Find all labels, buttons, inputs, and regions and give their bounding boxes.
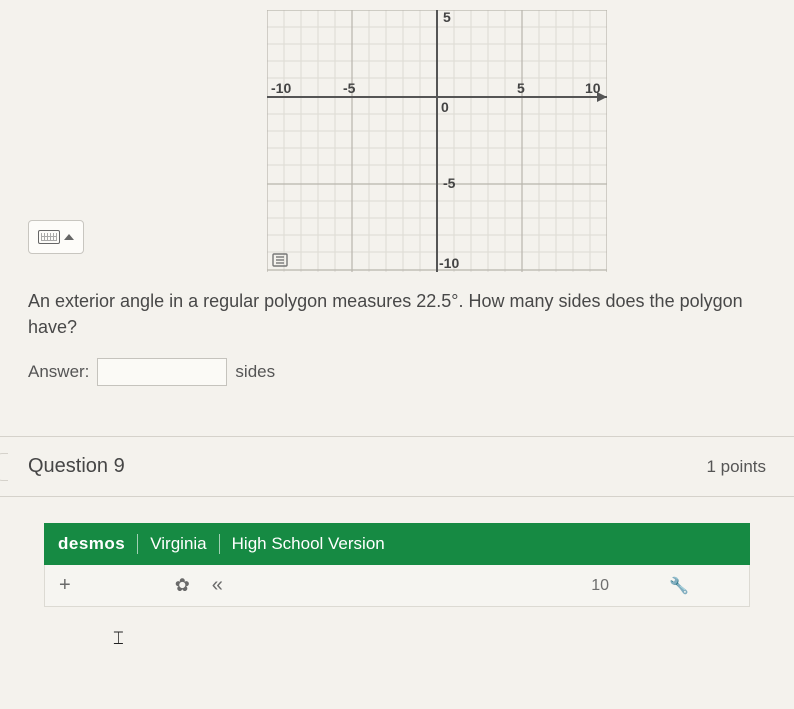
question-degree: 22.5°	[416, 291, 458, 311]
separator-icon	[219, 534, 220, 554]
keyboard-toggle-button[interactable]	[28, 220, 84, 254]
desmos-brand[interactable]: desmos	[58, 534, 125, 554]
separator-icon	[137, 534, 138, 554]
question-9-header[interactable]: Question 9 1 points	[0, 436, 794, 497]
y-tick-neg5: -5	[443, 175, 456, 191]
wrench-icon[interactable]: 🔧	[669, 576, 689, 596]
answer-label: Answer:	[28, 362, 89, 382]
coordinate-graph[interactable]: -10 -5 0 5 10 5 -5 -10	[267, 10, 607, 272]
x-tick-pos10: 10	[585, 80, 601, 96]
answer-input[interactable]	[97, 358, 227, 386]
keyboard-icon	[38, 230, 60, 244]
question-points: 1 points	[706, 457, 766, 477]
settings-gear-icon[interactable]: ✿	[175, 575, 190, 596]
x-tick-pos5: 5	[517, 80, 525, 96]
question-title: Question 9	[28, 455, 125, 478]
caret-up-icon	[64, 234, 74, 240]
axis-tick-value: 10	[591, 577, 609, 595]
collapse-panel-button[interactable]: «	[212, 574, 223, 597]
add-expression-button[interactable]: +	[59, 574, 71, 597]
question-part-a: An exterior angle in a regular polygon m…	[28, 291, 416, 311]
desmos-edition[interactable]: High School Version	[232, 534, 385, 554]
desmos-region[interactable]: Virginia	[150, 534, 206, 554]
x-tick-neg10: -10	[271, 80, 291, 96]
answer-unit: sides	[235, 362, 275, 382]
desmos-header-bar: desmos Virginia High School Version	[44, 523, 750, 565]
y-tick-pos5: 5	[443, 10, 451, 25]
y-tick-neg10: -10	[439, 255, 459, 271]
question-text: An exterior angle in a regular polygon m…	[28, 288, 766, 340]
x-tick-neg5: -5	[343, 80, 356, 96]
desmos-toolbar: + ✿ « 10 🔧	[44, 565, 750, 607]
text-cursor-icon: ⌶	[113, 628, 124, 649]
question-tab-notch	[0, 453, 8, 481]
x-tick-zero: 0	[441, 99, 449, 115]
